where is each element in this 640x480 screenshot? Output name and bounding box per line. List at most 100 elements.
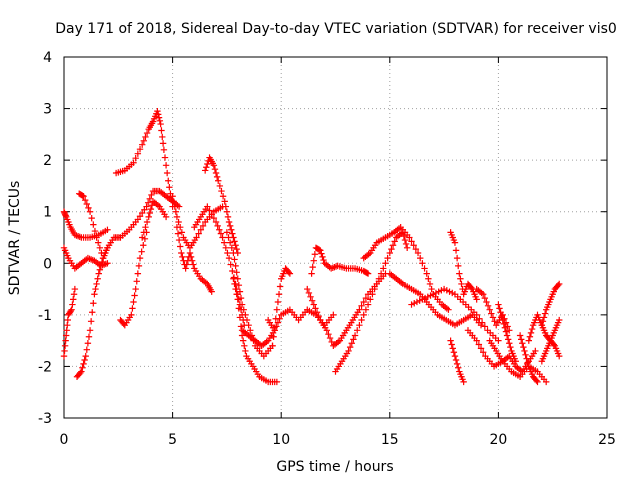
data-point (371, 285, 378, 293)
data-point (232, 242, 239, 249)
data-point (130, 159, 137, 166)
data-point (377, 270, 385, 277)
data-point (230, 275, 237, 282)
data-point (498, 312, 505, 320)
y-tick-label: -1 (38, 308, 52, 324)
data-point (81, 356, 88, 364)
data-point (534, 378, 541, 386)
data-point (169, 193, 176, 200)
data-point (501, 324, 509, 331)
data-point (95, 270, 102, 277)
data-point (358, 302, 365, 310)
data-point (216, 182, 224, 190)
data-point (458, 280, 465, 288)
data-point (354, 327, 361, 334)
data-point (86, 327, 94, 334)
data-point (234, 296, 241, 303)
data-point (174, 230, 182, 237)
data-point (520, 343, 527, 351)
data-point (317, 247, 324, 254)
data-point (91, 291, 98, 298)
series-track-5 (60, 285, 79, 360)
data-point (362, 294, 370, 302)
data-point (219, 193, 227, 200)
data-point (226, 222, 234, 230)
data-point (450, 349, 458, 356)
data-point (83, 200, 91, 208)
data-point (96, 266, 104, 273)
data-point (269, 342, 276, 349)
data-point (455, 262, 462, 270)
data-point (135, 262, 143, 270)
data-point (541, 310, 549, 317)
data-point (172, 208, 180, 215)
series-track-25 (447, 337, 467, 386)
data-point (231, 280, 238, 288)
data-point (104, 260, 111, 267)
data-point (495, 337, 502, 344)
x-axis-label: GPS time / hours (276, 459, 393, 475)
data-point (356, 306, 363, 313)
data-point (163, 169, 171, 177)
data-point (308, 270, 315, 277)
data-point (455, 364, 462, 371)
data-point (309, 263, 316, 271)
data-point (473, 337, 480, 344)
x-tick-label: 20 (489, 432, 507, 448)
data-point (140, 137, 148, 145)
data-point (203, 164, 210, 171)
data-point (481, 323, 489, 330)
axis-ticks: 0 5 10 15 20 25 -3 -2 -1 0 1 2 3 4 (38, 50, 616, 448)
data-point (496, 305, 503, 312)
data-point (222, 203, 230, 210)
data-point (223, 229, 231, 236)
data-point (477, 345, 485, 352)
data-point (175, 236, 183, 244)
x-tick-label: 25 (598, 432, 616, 448)
y-tick-label: 2 (43, 153, 52, 169)
data-point (364, 270, 372, 277)
data-point (143, 218, 151, 226)
data-point (452, 356, 460, 364)
data-point (219, 234, 226, 241)
data-point (315, 312, 322, 320)
data-point (159, 140, 167, 147)
data-point (225, 234, 232, 241)
y-tick-label: -2 (38, 359, 52, 375)
chart-title: Day 171 of 2018, Sidereal Day-to-day VTE… (55, 21, 617, 37)
data-point (193, 234, 200, 241)
data-point (222, 244, 230, 252)
data-point (533, 377, 540, 384)
series-track-33 (538, 316, 563, 365)
data-point (131, 292, 138, 299)
data-point (204, 160, 211, 168)
data-point (238, 301, 246, 308)
data-point (217, 230, 225, 237)
data-point (93, 280, 100, 288)
data-point (540, 314, 548, 321)
data-point (403, 244, 411, 252)
data-point (275, 291, 283, 298)
data-point (402, 240, 410, 248)
data-point (453, 254, 461, 262)
data-point (142, 133, 149, 141)
data-point (408, 238, 415, 245)
data-point (161, 154, 169, 161)
data-point (538, 321, 546, 329)
data-point (230, 249, 237, 257)
series-track-10 (173, 223, 215, 295)
data-point (221, 198, 228, 205)
data-point (218, 187, 225, 195)
data-point (69, 301, 76, 308)
data-point (130, 298, 137, 306)
data-point (132, 155, 139, 162)
data-point (241, 342, 248, 349)
data-point (240, 306, 247, 313)
data-point (375, 275, 383, 282)
data-point (308, 297, 316, 304)
data-point (199, 222, 207, 230)
data-point (410, 242, 417, 249)
data-point (307, 293, 314, 301)
series-track-32 (516, 332, 541, 386)
data-point (134, 270, 142, 277)
